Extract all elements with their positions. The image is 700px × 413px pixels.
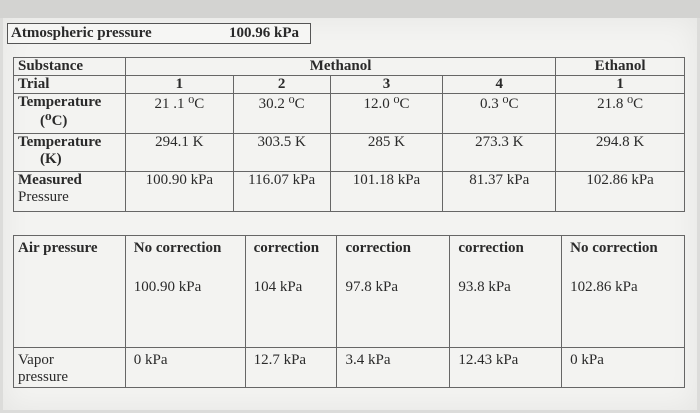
measured-pressure-cell: 100.90 kPa: [124, 171, 234, 212]
atmospheric-pressure-value: 100.96 kPa: [229, 25, 300, 41]
trial-cell: 2: [232, 75, 331, 94]
air-pressure-cell: correction 97.8 kPa: [336, 235, 451, 348]
vapor-pressure-cell: 3.4 kPa: [336, 347, 451, 388]
temperature-c-label: Temperature (⁰C): [13, 93, 126, 134]
temperature-k-label-text: Temperature: [18, 134, 102, 150]
air-pressure-cell: No correction 100.90 kPa: [124, 235, 246, 348]
trial-label: Trial: [13, 75, 126, 94]
temperature-k-cell: 285 K: [329, 133, 444, 172]
trial-cell: 3: [329, 75, 444, 94]
table-row: Measured Pressure 100.90 kPa 116.07 kPa …: [13, 171, 685, 212]
table-row: Temperature (⁰C) 21 .1 ⁰C 30.2 ⁰C 12.0 ⁰…: [13, 93, 685, 134]
methanol-header: Methanol: [124, 57, 557, 76]
correction-header: correction: [458, 240, 524, 256]
measured-pressure-cell: 102.86 kPa: [555, 171, 685, 212]
temperature-k-cell: 303.5 K: [232, 133, 331, 172]
air-pressure-label: Air pressure: [13, 235, 126, 348]
atmospheric-pressure-label: Atmospheric pressure: [11, 25, 152, 41]
measured-pressure-label-line1: Measured: [18, 172, 82, 188]
air-pressure-cell: correction 93.8 kPa: [449, 235, 563, 348]
vapor-pressure-label-line1: Vapor: [18, 352, 54, 368]
air-pressure-cell: correction 104 kPa: [244, 235, 338, 348]
table-row: Air pressure No correction 100.90 kPa co…: [13, 235, 685, 348]
temperature-c-cell: 12.0 ⁰C: [329, 93, 444, 134]
measured-pressure-cell: 116.07 kPa: [232, 171, 331, 212]
vapor-pressure-label-line2: pressure: [18, 369, 68, 385]
temperature-c-cell: 0.3 ⁰C: [442, 93, 557, 134]
measured-pressure-cell: 81.37 kPa: [442, 171, 557, 212]
temperature-k-label: Temperature (K): [13, 133, 126, 172]
vapor-pressure-label: Vapor pressure: [13, 347, 126, 388]
air-pressure-value: 97.8 kPa: [345, 279, 398, 295]
table-row: Vapor pressure 0 kPa 12.7 kPa 3.4 kPa 12…: [13, 347, 685, 388]
vapor-pressure-cell: 0 kPa: [124, 347, 246, 388]
table-row: Substance Methanol Ethanol: [13, 57, 685, 76]
temperature-c-cell: 21.8 ⁰C: [555, 93, 685, 134]
temperature-k-cell: 294.8 K: [555, 133, 685, 172]
substance-label: Substance: [13, 57, 126, 76]
correction-header: correction: [345, 240, 412, 256]
table-row: Temperature (K) 294.1 K 303.5 K 285 K 27…: [13, 133, 685, 172]
correction-header: No correction: [570, 240, 658, 256]
measured-pressure-label-line2: Pressure: [18, 189, 69, 205]
air-pressure-value: 100.90 kPa: [133, 279, 202, 295]
measured-pressure-cell: 101.18 kPa: [329, 171, 444, 212]
photo-top-edge: [0, 0, 700, 18]
pressure-correction-table: Air pressure No correction 100.90 kPa co…: [13, 235, 685, 388]
air-pressure-cell: No correction 102.86 kPa: [561, 235, 685, 348]
air-pressure-value: 93.8 kPa: [458, 279, 511, 295]
temperature-k-cell: 273.3 K: [442, 133, 557, 172]
temperature-c-unit: (⁰C): [40, 113, 68, 129]
temperature-k-unit: (K): [40, 151, 62, 167]
temperature-c-cell: 21 .1 ⁰C: [124, 93, 234, 134]
vapor-pressure-cell: 12.7 kPa: [244, 347, 338, 388]
trial-cell: 4: [442, 75, 557, 94]
table-row: Trial 1 2 3 4 1: [13, 75, 685, 94]
correction-header: No correction: [133, 240, 222, 256]
temperature-c-label-text: Temperature: [18, 94, 102, 110]
correction-header: correction: [253, 240, 320, 256]
measured-pressure-label: Measured Pressure: [13, 171, 126, 212]
temperature-c-cell: 30.2 ⁰C: [232, 93, 331, 134]
ethanol-header: Ethanol: [555, 57, 685, 76]
air-pressure-value: 104 kPa: [253, 279, 303, 295]
trial-cell: 1: [124, 75, 234, 94]
air-pressure-value: 102.86 kPa: [570, 279, 638, 295]
measurements-table: Substance Methanol Ethanol Trial 1 2 3 4…: [13, 57, 685, 212]
vapor-pressure-cell: 12.43 kPa: [449, 347, 563, 388]
temperature-k-cell: 294.1 K: [124, 133, 234, 172]
trial-cell: 1: [555, 75, 685, 94]
atmospheric-pressure-box: Atmospheric pressure 100.96 kPa: [7, 23, 311, 44]
vapor-pressure-cell: 0 kPa: [561, 347, 685, 388]
